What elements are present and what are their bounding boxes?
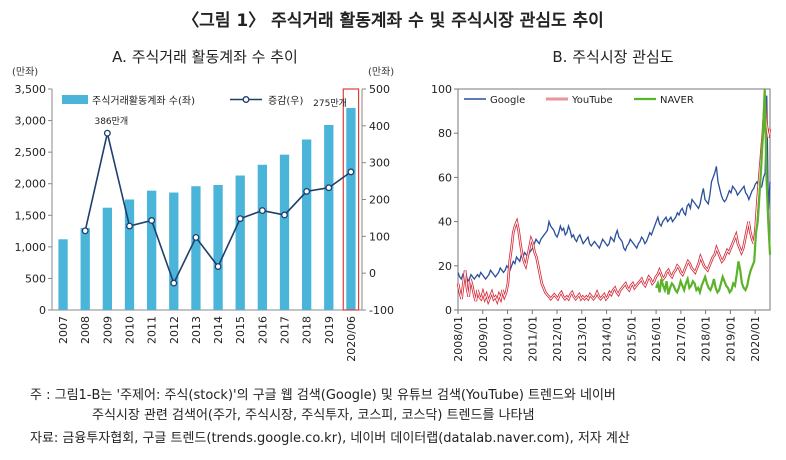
x-tick-label: 2011 bbox=[146, 316, 159, 344]
bar bbox=[102, 207, 113, 310]
bar bbox=[213, 184, 223, 310]
right-tick-label: 500 bbox=[369, 83, 390, 96]
y-tick-label: 20 bbox=[438, 260, 452, 273]
chart-b-title: B. 주식시장 관심도 bbox=[552, 48, 674, 66]
bar bbox=[191, 186, 201, 310]
y-tick-label: 40 bbox=[438, 216, 452, 229]
x-tick-label: 2020/06 bbox=[345, 316, 358, 362]
left-tick-label: 2,500 bbox=[15, 146, 47, 159]
left-unit-label: (만좌) bbox=[12, 66, 38, 78]
note-line-1: 주 : 그림1-B는 '주제어: 주식(stock)'의 구글 웹 검색(Goo… bbox=[30, 388, 616, 403]
line-point bbox=[148, 217, 156, 224]
line-point bbox=[214, 263, 222, 270]
x-tick-label: 2008/01 bbox=[452, 316, 465, 362]
x-tick-label: 2014/01 bbox=[601, 316, 614, 362]
highlight-box bbox=[342, 88, 360, 311]
right-tick-label: 100 bbox=[369, 230, 390, 243]
legend-bar-label: 주식거래활동계좌 수(좌) bbox=[92, 94, 195, 107]
bar bbox=[146, 190, 157, 310]
line-point bbox=[236, 215, 244, 223]
y-tick-label: 60 bbox=[438, 171, 452, 184]
y-tick-label: 0 bbox=[445, 304, 452, 317]
x-tick-label: 2013/01 bbox=[576, 316, 589, 362]
right-tick-label: 300 bbox=[369, 157, 390, 170]
right-tick-label: 0 bbox=[369, 267, 376, 280]
right-tick-label: -100 bbox=[369, 304, 394, 317]
x-tick-label: 2020/01 bbox=[749, 316, 762, 362]
source-line: 자료: 금융투자협회, 구글 트렌드(trends.google.co.kr),… bbox=[30, 431, 630, 446]
x-tick-label: 2010/01 bbox=[502, 316, 515, 362]
bar bbox=[58, 239, 68, 310]
x-tick-label: 2013 bbox=[190, 316, 203, 344]
x-tick-label: 2014 bbox=[212, 316, 225, 344]
x-tick-label: 2019/01 bbox=[724, 316, 737, 362]
x-tick-label: 2015 bbox=[234, 316, 247, 344]
line-point bbox=[170, 279, 178, 287]
line-point bbox=[126, 222, 133, 230]
left-tick-label: 1,000 bbox=[15, 241, 47, 254]
line-point bbox=[325, 184, 333, 192]
x-tick-label: 2016 bbox=[256, 316, 269, 344]
bar bbox=[257, 164, 268, 310]
left-tick-label: 2,000 bbox=[15, 178, 47, 191]
naver-line bbox=[655, 88, 772, 296]
chart-a-title: A. 주식거래 활동계좌 수 추이 bbox=[112, 48, 298, 66]
x-tick-label: 2007 bbox=[57, 316, 70, 344]
chart-b: 0 20 40 60 80 100 2008/01 2009/01 2010/01 2011/01… bbox=[431, 83, 772, 362]
legend-naver-label: NAVER bbox=[660, 95, 694, 106]
google-line bbox=[457, 95, 771, 283]
line-point bbox=[303, 187, 311, 195]
youtube-line-inner bbox=[457, 102, 771, 303]
line-point bbox=[103, 129, 111, 137]
x-tick-label: 2018/01 bbox=[700, 316, 713, 362]
x-tick-label: 2009 bbox=[101, 316, 114, 344]
line-point bbox=[192, 233, 200, 241]
x-tick-label: 2011/01 bbox=[526, 316, 539, 362]
left-tick-label: 1,500 bbox=[15, 209, 47, 222]
legend-line-marker bbox=[242, 96, 250, 103]
left-tick-label: 3,500 bbox=[15, 83, 47, 96]
annotation-386: 386만개 bbox=[94, 116, 128, 127]
y-tick-label: 80 bbox=[438, 127, 452, 140]
right-tick-label: 400 bbox=[369, 120, 390, 133]
bar bbox=[80, 227, 90, 310]
x-tick-label: 2018 bbox=[301, 316, 314, 344]
line-point bbox=[258, 207, 266, 214]
chart-a: (만좌) (만좌) 0 500 1,000 1,500 2,000 2,500 3,000 3,5… bbox=[12, 66, 394, 362]
line-point bbox=[81, 227, 89, 235]
plot-frame bbox=[457, 88, 771, 311]
x-tick-label: 2019 bbox=[323, 316, 336, 344]
figure-title: 〈그림 1〉 주식거래 활동계좌 수 및 주식시장 관심도 추이 bbox=[182, 11, 604, 31]
annotation-275: 275만개 bbox=[313, 98, 347, 109]
bar bbox=[169, 192, 179, 310]
x-tick-label: 2010 bbox=[124, 316, 137, 344]
note-line-2: 주식시장 관련 검색어(주가, 주식시장, 주식투자, 코스피, 코스닥) 트렌… bbox=[92, 408, 535, 423]
bar bbox=[346, 107, 356, 310]
bar bbox=[124, 199, 135, 310]
legend-youtube-label: YouTube bbox=[571, 95, 613, 106]
bar bbox=[324, 124, 334, 310]
x-tick-label: 2016/01 bbox=[650, 316, 663, 362]
bar bbox=[301, 139, 312, 310]
bar bbox=[235, 175, 245, 310]
x-tick-label: 2017 bbox=[279, 316, 292, 344]
left-tick-label: 500 bbox=[25, 272, 46, 285]
line-point bbox=[347, 168, 355, 176]
x-tick-label: 2015/01 bbox=[625, 316, 638, 362]
y-tick-label: 100 bbox=[431, 83, 452, 96]
legend-google-label: Google bbox=[490, 95, 525, 106]
line-point bbox=[281, 211, 288, 219]
legend-bar-swatch bbox=[62, 95, 88, 104]
x-tick-label: 2008 bbox=[79, 316, 92, 344]
right-tick-label: 200 bbox=[369, 194, 390, 207]
x-tick-label: 2017/01 bbox=[675, 316, 688, 362]
x-tick-label: 2012/01 bbox=[551, 316, 564, 362]
x-tick-label: 2012 bbox=[168, 316, 181, 344]
left-tick-label: 3,000 bbox=[15, 115, 47, 128]
right-unit-label: (만좌) bbox=[368, 66, 394, 78]
left-tick-label: 0 bbox=[39, 304, 46, 317]
x-tick-label: 2009/01 bbox=[477, 316, 490, 362]
bar bbox=[279, 154, 290, 310]
legend-line-label: 증감(우) bbox=[268, 95, 304, 107]
